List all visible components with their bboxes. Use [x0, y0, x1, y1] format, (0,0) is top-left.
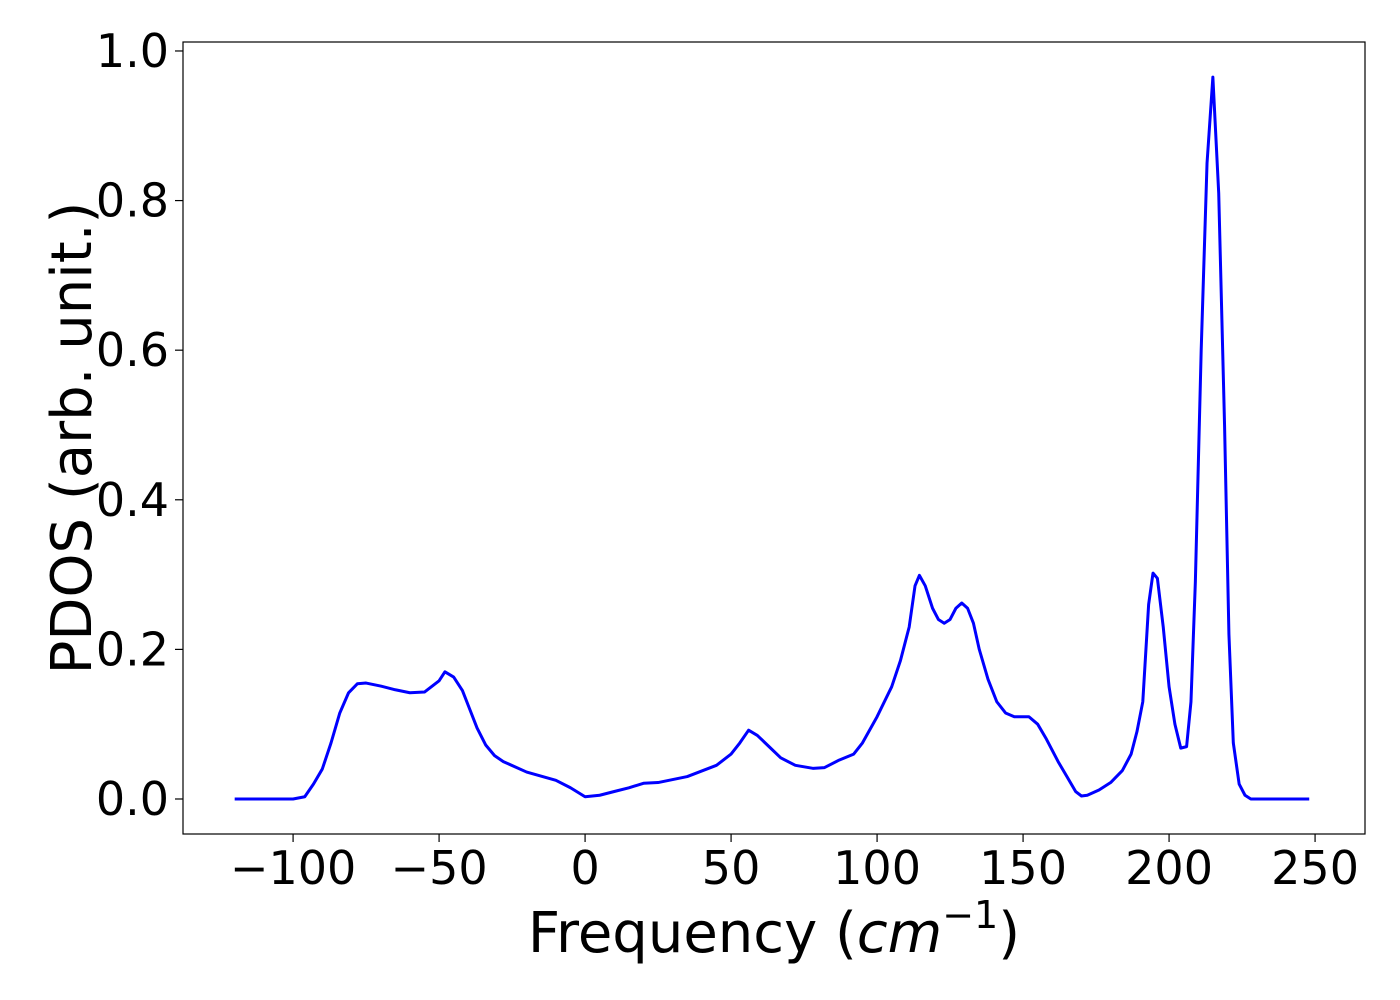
- plot-frame: [182, 41, 1366, 835]
- x-tick-label: 150: [979, 841, 1067, 895]
- y-tick-label: 0.4: [96, 473, 169, 527]
- y-tick-label: 0.6: [96, 323, 169, 377]
- y-tick-label: 0.2: [96, 622, 169, 676]
- x-axis-label: Frequency (cm−1): [528, 893, 1020, 966]
- y-tick-label: 0.8: [96, 174, 169, 228]
- x-label-part: −1: [942, 893, 998, 937]
- x-tick-label: −50: [391, 841, 488, 895]
- x-tick-label: 0: [570, 841, 599, 895]
- x-tick-label: 250: [1271, 841, 1359, 895]
- x-label-part: cm: [857, 901, 942, 966]
- y-tick-label: 1.0: [96, 24, 169, 78]
- x-tick-label: 200: [1125, 841, 1213, 895]
- x-label-part: ): [998, 901, 1020, 966]
- y-tick-label: 0.0: [96, 772, 169, 826]
- pdos-line: [234, 75, 1310, 801]
- x-tick-label: 50: [702, 841, 761, 895]
- x-label-part: Frequency (: [528, 901, 857, 966]
- x-tick-label: 100: [833, 841, 921, 895]
- x-tick-label: −100: [230, 841, 356, 895]
- y-axis-label: PDOS (arb. unit.): [40, 202, 105, 675]
